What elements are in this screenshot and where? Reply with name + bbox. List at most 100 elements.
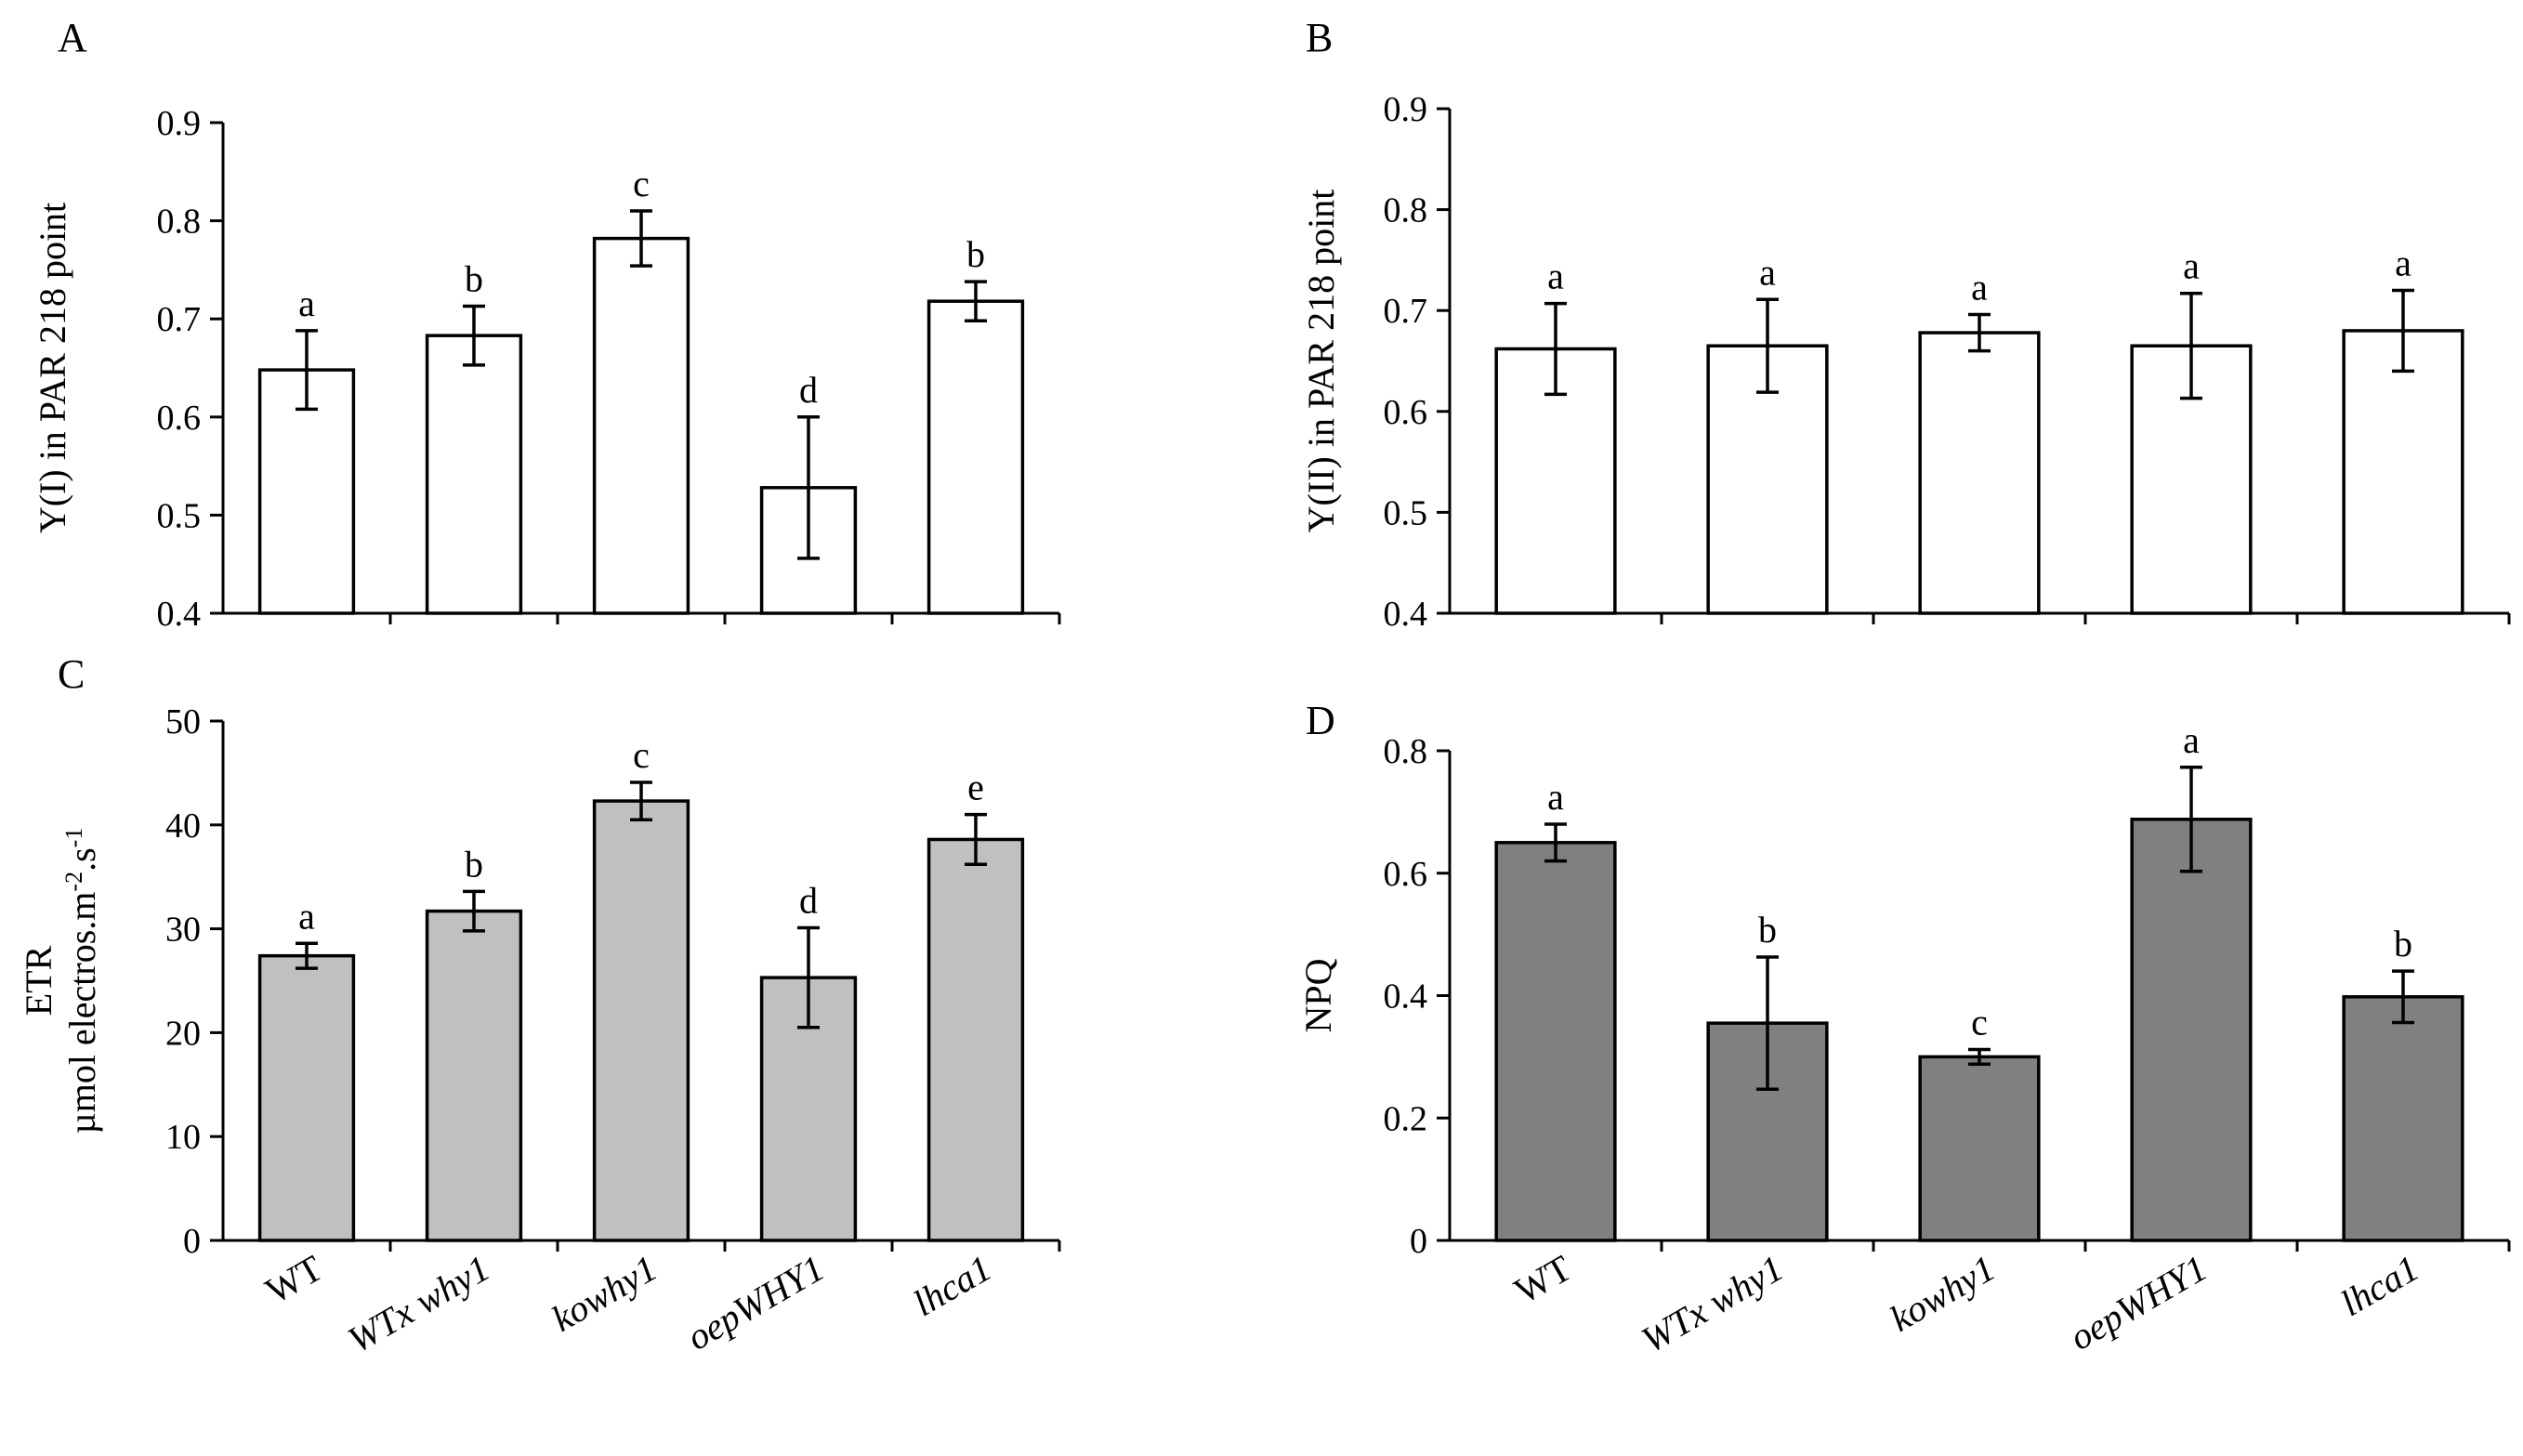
y-tick-label: 10	[165, 1118, 201, 1157]
error-bar	[630, 780, 652, 821]
bar	[926, 837, 1025, 1242]
category-label: WT	[258, 1247, 329, 1312]
significance-letter: d	[799, 369, 818, 411]
significance-letter: d	[799, 879, 818, 921]
bar	[2342, 329, 2464, 615]
y-tick-label: 0.6	[1384, 855, 1428, 894]
bar	[592, 799, 690, 1242]
error-bar	[2392, 288, 2414, 374]
y-tick-label: 0.6	[157, 399, 202, 438]
error-bar	[965, 812, 987, 867]
error-bar	[1544, 822, 1567, 863]
error-bar	[797, 415, 820, 560]
unit-text: µmol electros.m	[61, 892, 103, 1135]
significance-letter: e	[967, 767, 984, 808]
y-tick-label: 20	[165, 1014, 201, 1053]
significance-letter: b	[1758, 909, 1777, 951]
panel-letter: D	[1306, 698, 1335, 743]
bar	[592, 236, 690, 615]
significance-letter: a	[1971, 267, 1988, 308]
error-bar	[1756, 297, 1779, 394]
significance-letter: b	[2394, 923, 2412, 964]
error-bar	[1968, 312, 1991, 353]
bar	[2130, 818, 2253, 1242]
significance-letter: c	[633, 163, 650, 204]
unit-text: .s	[61, 847, 103, 872]
error-bar	[2180, 766, 2202, 873]
error-bar	[630, 209, 652, 268]
y-tick-label: 0.8	[1384, 732, 1428, 771]
significance-letter: b	[966, 233, 985, 275]
significance-letter: a	[298, 282, 315, 324]
error-bar	[2392, 969, 2414, 1025]
error-bar	[463, 889, 485, 933]
significance-letter: a	[2395, 242, 2411, 283]
significance-letter: b	[465, 843, 483, 885]
y-tick-label: 0.6	[1384, 393, 1428, 432]
category-label: WTx why1	[341, 1247, 497, 1361]
y-tick-label: 40	[165, 807, 201, 846]
significance-letter: a	[1759, 251, 1776, 293]
panel-letter: C	[58, 651, 85, 697]
y-axis-title: NPQ	[1297, 958, 1339, 1032]
error-bar	[1756, 955, 1779, 1092]
panel-c: C 0 10 20 30 40 50 a b c d e ETR µmol electros.m-2.s-…	[18, 651, 1061, 1361]
y-tick-label: 0	[183, 1222, 201, 1261]
y-axis-title: Y(II) in PAR 218 point	[1300, 190, 1342, 533]
bar	[1706, 1021, 1829, 1242]
category-label: kowhy1	[545, 1247, 664, 1340]
category-label: lhca1	[906, 1247, 998, 1324]
bar	[425, 909, 523, 1242]
panel-b: B 0.4 0.5 0.6 0.7 0.8 0.9 a a a a a Y(II) in PAR 218…	[1300, 15, 2511, 634]
y-tick-label: 0.5	[157, 496, 202, 535]
error-bar	[965, 280, 987, 323]
significance-letter: a	[2183, 719, 2200, 761]
y-tick-label: 0.7	[1384, 292, 1428, 331]
panel-letter: B	[1306, 15, 1333, 60]
bar	[1494, 841, 1617, 1242]
y-tick-label: 0.4	[157, 595, 202, 634]
y-tick-label: 0.8	[157, 203, 202, 242]
y-tick-label: 0.5	[1384, 493, 1428, 532]
category-label: kowhy1	[1883, 1247, 2002, 1340]
y-tick-label: 0.8	[1384, 191, 1428, 230]
bar	[2342, 995, 2464, 1242]
significance-letter: c	[633, 734, 650, 776]
category-label: oepWHY1	[680, 1247, 832, 1358]
unit-exponent: -1	[60, 828, 87, 848]
y-tick-label: 30	[165, 911, 201, 950]
y-axis-title: ETR	[18, 945, 59, 1016]
significance-letter: c	[1971, 1001, 1988, 1043]
panel-letter: A	[58, 15, 87, 60]
y-tick-label: 0.2	[1384, 1099, 1428, 1138]
y-tick-label: 0	[1410, 1222, 1427, 1261]
error-bar	[296, 329, 318, 412]
error-bar	[463, 304, 485, 367]
error-bar	[2180, 291, 2202, 400]
category-label: oepWHY1	[2063, 1247, 2214, 1358]
bar	[425, 334, 523, 615]
significance-letter: b	[465, 257, 483, 299]
y-axis-subtitle: µmol electros.m-2.s-1	[60, 828, 104, 1135]
y-tick-label: 50	[165, 702, 201, 741]
category-label: WTx why1	[1635, 1247, 1791, 1361]
y-tick-label: 0.4	[1384, 595, 1428, 634]
bar	[1918, 331, 2041, 615]
panel-d: D 0 0.2 0.4 0.6 0.8 a b c a b NPQ WT WTx why1 kowhy1 oe…	[1297, 698, 2511, 1361]
error-bar	[1968, 1047, 1991, 1067]
error-bar	[1544, 301, 1567, 397]
bar	[1918, 1055, 2041, 1242]
y-tick-label: 0.4	[1384, 977, 1428, 1017]
unit-exponent: -2	[60, 872, 87, 892]
y-axis-title: Y(I) in PAR 218 point	[32, 203, 73, 533]
bar	[257, 953, 356, 1242]
significance-letter: a	[1547, 776, 1564, 818]
bar	[926, 299, 1025, 615]
y-tick-label: 0.9	[157, 104, 202, 143]
bar	[257, 368, 356, 615]
panel-a: A 0.4 0.5 0.6 0.7 0.8 0.9 a b c d b Y(I) in PAR 218 …	[32, 15, 1061, 634]
category-label: WT	[1507, 1247, 1578, 1312]
y-tick-label: 0.7	[157, 300, 202, 339]
error-bar	[296, 941, 318, 970]
